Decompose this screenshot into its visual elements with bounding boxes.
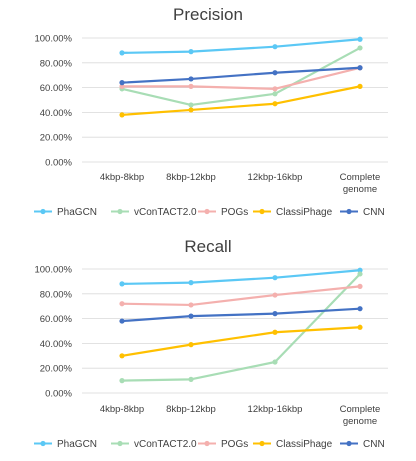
data-point (357, 65, 363, 71)
legend-swatch-marker (346, 440, 352, 447)
data-point (119, 353, 125, 359)
x-tick-label: Complete genome (340, 404, 381, 427)
y-tick-label: 80.00% (40, 289, 73, 300)
legend-swatch-marker (117, 440, 123, 447)
legend-label: vConTACT2.0 (134, 207, 197, 218)
y-tick-label: 80.00% (40, 58, 73, 69)
y-tick-label: 0.00% (45, 158, 72, 169)
data-point (272, 275, 278, 281)
x-tick-label: 12kbp-16kbp (248, 172, 303, 183)
data-point (272, 359, 278, 365)
data-point (119, 378, 125, 384)
legend-swatch-marker (40, 208, 46, 215)
y-tick-label: 60.00% (40, 83, 73, 94)
series-line-cnn (121, 307, 361, 323)
data-point (272, 91, 278, 97)
legend-swatch-marker (204, 208, 210, 215)
data-point (188, 102, 194, 108)
series-line-pogs (122, 66, 361, 90)
data-point (188, 302, 194, 308)
chart-title: Precision (173, 5, 243, 24)
series-line-classiphage (121, 85, 361, 116)
y-tick-label: 40.00% (40, 339, 73, 350)
x-tick-label: Complete genome (340, 172, 381, 195)
legend-label: POGs (221, 207, 248, 218)
data-point (272, 86, 278, 92)
chart-0: Precision 0.00% 20.00% 40.00% 60.00% 80.00% 10… (34, 5, 388, 218)
series-line-vcontact2-0 (121, 273, 361, 382)
data-point (272, 292, 278, 298)
chart-title: Recall (184, 237, 231, 256)
series-line-classiphage (121, 326, 361, 357)
data-point (272, 311, 278, 317)
series-line-phagcn (121, 38, 361, 54)
legend-label: ClassiPhage (276, 207, 333, 218)
data-point (272, 44, 278, 50)
series-line-pogs (121, 285, 361, 307)
data-point (119, 281, 125, 287)
data-point (188, 107, 194, 113)
data-point (272, 329, 278, 335)
x-tick-label: 8kbp-12kbp (166, 404, 216, 415)
data-point (188, 280, 194, 286)
series-line-phagcn (121, 269, 361, 285)
data-point (272, 101, 278, 107)
x-tick-label: 4kbp-8kbp (100, 172, 144, 183)
legend-label: PhaGCN (57, 439, 97, 450)
legend-swatch-marker (40, 440, 46, 447)
legend-label: POGs (221, 439, 248, 450)
data-point (357, 271, 363, 277)
legend-label: CNN (363, 439, 385, 450)
y-tick-label: 100.00% (34, 265, 72, 276)
data-point (119, 318, 125, 324)
data-point (119, 83, 125, 89)
data-point (119, 301, 125, 307)
legend-swatch-marker (259, 208, 265, 215)
y-tick-label: 20.00% (40, 133, 73, 144)
legend-label: PhaGCN (57, 207, 97, 218)
data-point (357, 324, 363, 330)
data-point (188, 76, 194, 82)
data-point (357, 267, 363, 273)
series-line-cnn (121, 66, 361, 84)
x-tick-label: 4kbp-8kbp (100, 404, 144, 415)
x-tick-label: 8kbp-12kbp (166, 172, 216, 183)
legend-label: ClassiPhage (276, 439, 333, 450)
data-point (357, 306, 363, 312)
legend-swatch-marker (259, 440, 265, 447)
data-point (188, 376, 194, 382)
data-point (357, 36, 363, 42)
data-point (119, 80, 125, 86)
chart-1: Recall 0.00% 20.00% 40.00% 60.00% 80.00% 100.0… (34, 237, 388, 450)
y-tick-label: 40.00% (40, 108, 73, 119)
data-point (188, 342, 194, 348)
y-tick-label: 0.00% (45, 389, 72, 400)
data-point (188, 83, 194, 89)
data-point (119, 112, 125, 118)
legend-label: CNN (363, 207, 385, 218)
y-tick-label: 100.00% (34, 34, 72, 45)
legend-swatch-marker (346, 208, 352, 215)
data-point (357, 45, 363, 51)
y-tick-label: 60.00% (40, 314, 73, 325)
legend-swatch-marker (117, 208, 123, 215)
data-point (357, 83, 363, 89)
data-point (272, 70, 278, 76)
y-tick-label: 20.00% (40, 364, 73, 375)
data-point (357, 283, 363, 289)
data-point (188, 313, 194, 319)
legend-swatch-marker (204, 440, 210, 447)
data-point (119, 50, 125, 56)
data-point (188, 49, 194, 55)
legend-label: vConTACT2.0 (134, 439, 197, 450)
x-tick-label: 12kbp-16kbp (248, 404, 303, 415)
